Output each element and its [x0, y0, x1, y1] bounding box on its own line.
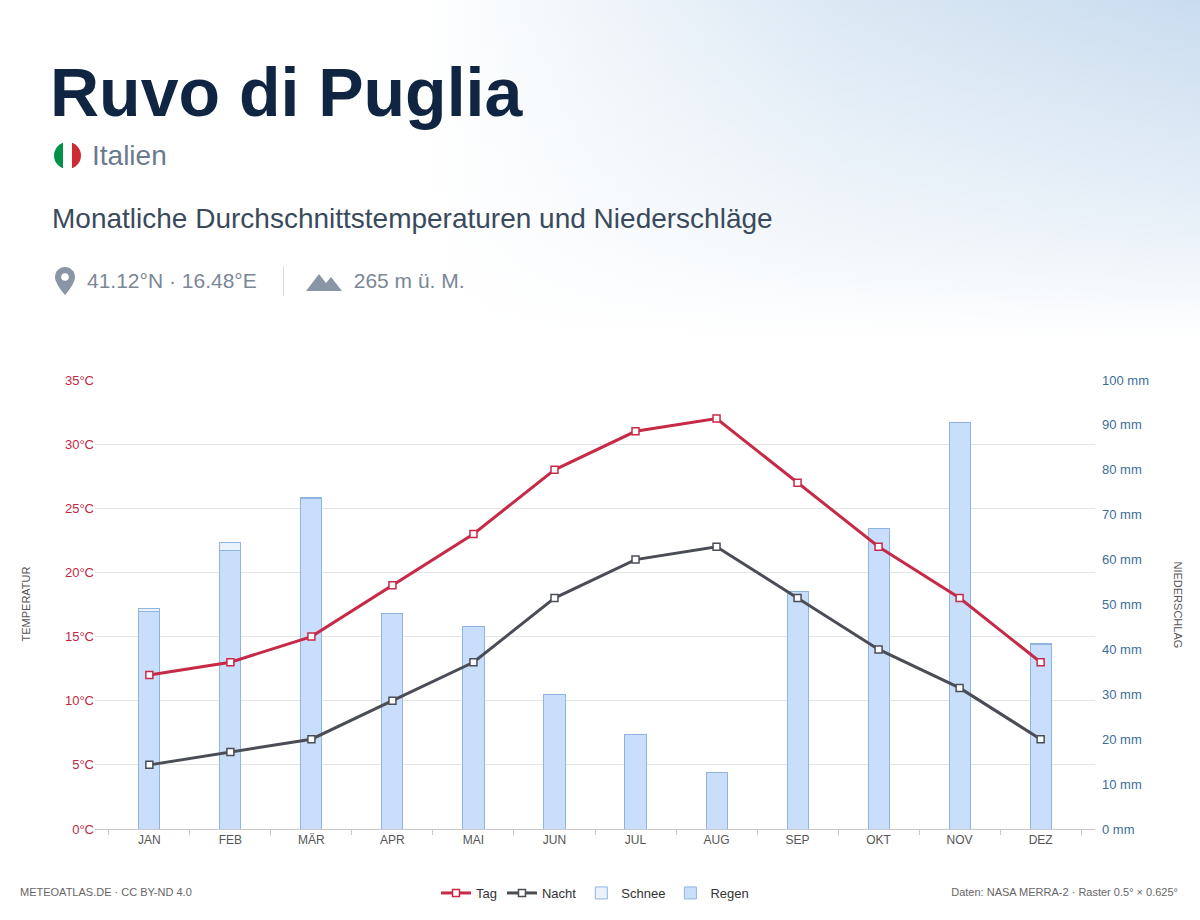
svg-text:40 mm: 40 mm — [1102, 642, 1142, 657]
svg-text:20 mm: 20 mm — [1102, 732, 1142, 747]
svg-text:0°C: 0°C — [72, 822, 94, 837]
svg-text:90 mm: 90 mm — [1102, 417, 1142, 432]
svg-text:JUL: JUL — [625, 833, 647, 847]
svg-text:JUN: JUN — [543, 833, 566, 847]
svg-text:20°C: 20°C — [65, 565, 94, 580]
svg-text:5°C: 5°C — [72, 757, 94, 772]
html-text:265 m ü. M.: 265 m ü. M. — [353, 269, 465, 292]
svg-text:10 mm: 10 mm — [1102, 777, 1142, 792]
svg-text:APR: APR — [380, 833, 405, 847]
html-text:Italien: Italien — [92, 140, 167, 171]
svg-text:10°C: 10°C — [65, 693, 94, 708]
svg-text:AUG: AUG — [704, 833, 730, 847]
svg-text:Tag: Tag — [476, 886, 497, 901]
svg-text:Regen: Regen — [710, 886, 748, 901]
svg-text:35°C: 35°C — [65, 373, 94, 388]
svg-text:FEB: FEB — [219, 833, 242, 847]
svg-text:60 mm: 60 mm — [1102, 552, 1142, 567]
svg-text:TEMPERATUR: TEMPERATUR — [20, 566, 32, 641]
svg-text:25°C: 25°C — [65, 501, 94, 516]
svg-text:MAI: MAI — [463, 833, 484, 847]
svg-text:SEP: SEP — [786, 833, 810, 847]
svg-text:Schnee: Schnee — [621, 886, 665, 901]
svg-text:NOV: NOV — [947, 833, 973, 847]
html-text:METEOATLAS.DE · CC BY-ND 4.0: METEOATLAS.DE · CC BY-ND 4.0 — [20, 886, 192, 898]
svg-text:Nacht: Nacht — [542, 886, 576, 901]
svg-text:0 mm: 0 mm — [1102, 822, 1135, 837]
svg-text:NIEDERSCHLAG: NIEDERSCHLAG — [1172, 562, 1184, 649]
svg-text:15°C: 15°C — [65, 629, 94, 644]
svg-text:50 mm: 50 mm — [1102, 597, 1142, 612]
svg-text:30 mm: 30 mm — [1102, 687, 1142, 702]
svg-text:DEZ: DEZ — [1029, 833, 1053, 847]
svg-text:30°C: 30°C — [65, 437, 94, 452]
svg-text:JAN: JAN — [138, 833, 161, 847]
html-text:Monatliche Durchschnittstemper: Monatliche Durchschnittstemperaturen und… — [52, 203, 773, 234]
svg-text:80 mm: 80 mm — [1102, 462, 1142, 477]
svg-text:MÄR: MÄR — [298, 833, 325, 847]
html-text:Ruvo di Puglia: Ruvo di Puglia — [50, 54, 523, 130]
svg-text:OKT: OKT — [866, 833, 891, 847]
svg-text:70 mm: 70 mm — [1102, 507, 1142, 522]
svg-text:100 mm: 100 mm — [1102, 373, 1149, 388]
html-text:Daten: NASA MERRA-2 · Raster 0: Daten: NASA MERRA-2 · Raster 0.5° × 0.62… — [951, 886, 1178, 898]
html-text:41.12°N · 16.48°E: 41.12°N · 16.48°E — [87, 269, 257, 292]
